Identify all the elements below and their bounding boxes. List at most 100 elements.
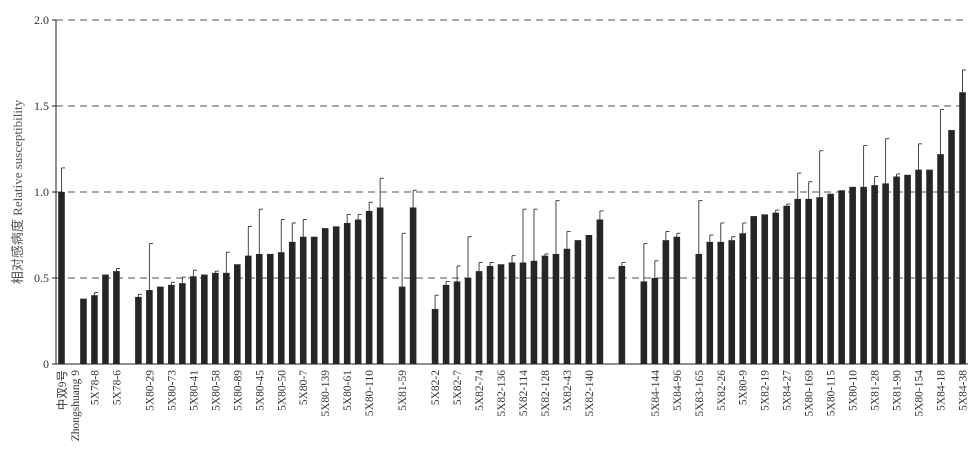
bar: [772, 212, 780, 364]
x-tick-label: 5X84-27: [782, 370, 794, 411]
bar: [475, 271, 483, 364]
x-tick-label: 5X82-26: [716, 370, 728, 411]
bar: [179, 283, 186, 364]
bar: [288, 241, 296, 364]
y-ticks: 0 0.5 1.0 1.5 2.0: [34, 13, 56, 371]
bar: [255, 253, 263, 364]
bar: [168, 284, 175, 364]
x-tick-label: 5X84-18: [936, 370, 948, 411]
bar: [212, 272, 219, 364]
bar: [882, 183, 889, 364]
bar: [431, 308, 439, 364]
bar: [761, 214, 769, 364]
bar: [739, 233, 747, 364]
x-tick-label: 5X80-61: [342, 370, 354, 411]
y-tick-label: 1.0: [34, 185, 49, 199]
bar: [508, 262, 516, 364]
bar: [838, 190, 845, 364]
x-tick-label: 5X80-154: [914, 370, 926, 417]
bar: [58, 192, 65, 364]
bar: [728, 240, 736, 364]
bar: [695, 253, 703, 364]
bar: [948, 130, 955, 364]
x-tick-label: 5X80-10: [848, 370, 860, 411]
bar: [893, 176, 900, 364]
bar: [157, 286, 164, 364]
bar: [563, 248, 571, 364]
bar: [91, 295, 98, 364]
bar: [519, 262, 527, 364]
bar: [915, 169, 922, 364]
bar: [541, 255, 549, 364]
x-tick-label: 5X80-41: [188, 370, 200, 411]
bar: [113, 271, 120, 364]
bar: [102, 274, 109, 364]
x-tick-labels: 中双9号 Zhongshuang 9 5X78-8 5X78-6 5X80-29 5X…: [56, 370, 970, 441]
bar: [354, 219, 362, 364]
bar: [277, 252, 285, 364]
bar: [299, 236, 307, 364]
x-tick-label: 5X84-144: [650, 370, 662, 417]
bar: [190, 276, 197, 364]
bar: [442, 284, 450, 364]
bar: [497, 264, 505, 364]
bar: [80, 298, 87, 364]
error-bars-group: [61, 69, 967, 309]
bar: [959, 92, 966, 365]
x-tick-label: 5X78-6: [111, 370, 123, 405]
bar: [486, 265, 494, 364]
bar: [805, 198, 812, 364]
bar: [596, 219, 604, 364]
bar: [135, 296, 142, 364]
x-tick-label: 5X84-96: [672, 370, 684, 411]
x-tick-label: 5X83-165: [694, 370, 706, 417]
y-tick-label: 1.5: [34, 99, 49, 113]
x-tick-label-zhongshuang9-cn: 中双9号: [56, 370, 69, 410]
bar: [926, 169, 933, 364]
y-tick-label: 2.0: [34, 13, 49, 27]
bar: [750, 216, 758, 364]
x-tick-label: 5X82-74: [474, 370, 486, 411]
bar: [223, 272, 230, 364]
bar: [783, 205, 790, 364]
bar: [860, 186, 867, 364]
bar: [146, 290, 153, 364]
x-tick-label: 5X81-90: [892, 370, 904, 411]
x-tick-label: 5X81-59: [397, 370, 409, 411]
bar: [343, 222, 351, 364]
x-tick-label: 5X80-73: [166, 370, 178, 411]
bar: [234, 264, 241, 364]
bar: [266, 253, 274, 364]
bar: [376, 207, 384, 364]
x-tick-label: 5X80-7: [298, 370, 310, 405]
bars-group: [58, 92, 966, 365]
bar: [618, 265, 626, 364]
bar: [673, 236, 681, 364]
x-tick-label: 5X82-128: [540, 370, 552, 417]
bar: [794, 198, 801, 364]
x-tick-label: 5X80-169: [804, 370, 816, 417]
bar: [244, 255, 252, 364]
x-tick-label: 5X80-115: [826, 370, 838, 416]
x-tick-label: 5X84-38: [958, 370, 970, 411]
x-tick-label-zhongshuang9-en: Zhongshuang 9: [70, 370, 82, 441]
x-tick-label: 5X80-89: [232, 370, 244, 411]
x-tick-label: 5X82-19: [760, 370, 772, 411]
x-tick-label: 5X80-50: [276, 370, 288, 411]
bar: [409, 207, 417, 364]
bar: [453, 281, 461, 364]
bar: [849, 186, 856, 364]
x-tick-label: 5X80-139: [320, 370, 332, 417]
bar: [816, 197, 823, 364]
bar: [464, 278, 472, 364]
x-tick-label: 5X82-2: [430, 370, 442, 405]
x-tick-label: 5X82-43: [562, 370, 574, 411]
bar: [332, 226, 340, 364]
bar: [640, 281, 648, 364]
x-tick-label: 5X78-8: [90, 370, 102, 405]
y-tick-label: 0.5: [34, 271, 49, 285]
bar: [717, 241, 725, 364]
x-tick-label: 5X81-28: [870, 370, 882, 411]
bar: [871, 185, 878, 364]
